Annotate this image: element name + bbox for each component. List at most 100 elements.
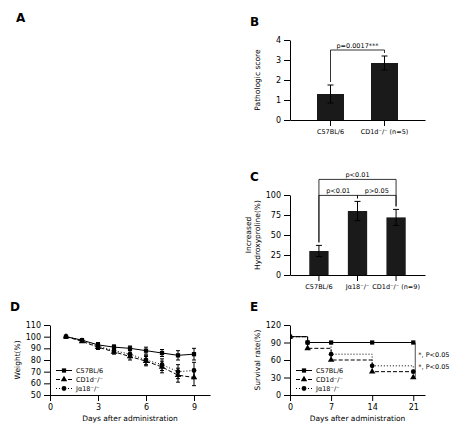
legend-label: C57BL/6 [316,367,343,375]
marker [80,338,85,343]
tick-mark [284,395,290,396]
tick: C57BL/6 [305,275,332,291]
panel-letter: B [250,15,259,29]
tick: 80 [31,356,50,365]
tick-label: C57BL/6 [317,128,344,136]
y-axis-title-line: Pathologic score [253,49,262,111]
tick-mark [284,378,290,379]
tick-mark [44,360,50,361]
tick: 50 [31,391,50,400]
tick: 3 [276,56,290,65]
significance-label: p<0.01 [326,187,350,195]
marker [176,353,180,357]
axis-line [291,120,426,121]
tick-label: 50 [31,391,41,400]
marker [192,352,196,356]
tick-label: 50 [271,231,281,240]
legend-label: Jα18⁻/⁻ [315,385,340,393]
marker [128,352,133,357]
legend-label: CD1d⁻/⁻ [76,376,103,384]
error-bar [393,209,399,225]
tick: 21 [409,395,419,412]
tick-mark [372,395,373,401]
tick-mark [284,325,290,326]
legend: C57BL/6CD1d⁻/⁻Jα18⁻/⁻ [296,367,343,393]
panel-letter: D [10,300,20,314]
tick-label: 14 [368,403,378,412]
tick-mark [284,235,290,236]
tick: 60 [271,356,290,365]
y-axis-title: IncreasedHydroxyproline(%) [244,200,262,270]
tick: 60 [31,379,50,388]
tick-label: 100 [266,191,281,200]
tick-mark [284,360,290,361]
tick: 0 [276,391,290,400]
error-bar [128,351,132,358]
axis-line [290,41,291,121]
marker [144,358,149,363]
tick-mark [44,348,50,349]
x-axis: C57BL/6 Jα18⁻/⁻CD1d⁻/⁻ (n=9) [291,275,426,291]
bar [371,63,398,120]
marker [329,352,334,357]
marker [64,335,68,339]
axis-line [291,395,426,396]
tick-label: 2 [276,76,281,85]
marker [96,344,101,349]
significance-bracket [319,195,358,242]
tick: 90 [271,339,290,348]
marker [143,357,149,363]
tick: CD1d⁻/⁻ (n=9) [372,275,420,291]
legend-marker [62,386,67,391]
marker [176,369,181,374]
marker [305,340,309,344]
tick: 7 [329,395,334,412]
marker [328,356,334,362]
y-axis-title: Survival rate(%) [253,330,262,391]
tick-mark [44,372,50,373]
tick: Jα18⁻/⁻ [345,275,370,291]
tick: 75 [271,211,290,220]
tick-label: 60 [31,379,41,388]
marker [80,338,84,342]
y-axis-title-line: Hydroxyproline(%) [253,200,262,270]
tick-label: 25 [271,251,281,260]
tick: 30 [271,374,290,383]
tick: 25 [271,251,290,260]
tick-mark [44,337,50,338]
tick-label: 75 [271,211,281,220]
plot-area [63,333,197,386]
series-line [290,337,413,378]
legend-marker [61,376,67,382]
tick: 1 [276,96,290,105]
tick-label: Jα18⁻/⁻ [345,283,370,291]
tick: 3 [96,395,101,412]
marker [305,340,310,345]
significance-bracket [319,179,396,242]
legend-item: CD1d⁻/⁻ [296,376,343,384]
marker [79,338,85,344]
marker [95,343,101,349]
tick-mark [284,80,290,81]
legend-marker [62,368,66,372]
tick: 100 [26,333,50,342]
significance-label: p>0.05 [365,187,389,195]
tick-mark [284,195,290,196]
legend-marker [302,386,307,391]
tick-label: C57BL/6 [305,283,332,291]
tick: 0 [276,271,290,280]
tick: 110 [26,321,50,330]
legend-item: Jα18⁻/⁻ [56,385,100,393]
tick-mark [146,395,147,401]
tick: 14 [368,395,378,412]
tick-mark [357,275,358,281]
error-bar [160,359,164,371]
tick-label: CD1d⁻/⁻ (n=5) [361,128,409,136]
tick: 50 [271,231,290,240]
tick-label: 21 [409,403,419,412]
tick-label: 100 [26,333,41,342]
tick-mark [413,395,414,401]
error-bar [316,245,322,256]
tick-mark [384,120,385,126]
tick-label: 0 [276,391,281,400]
